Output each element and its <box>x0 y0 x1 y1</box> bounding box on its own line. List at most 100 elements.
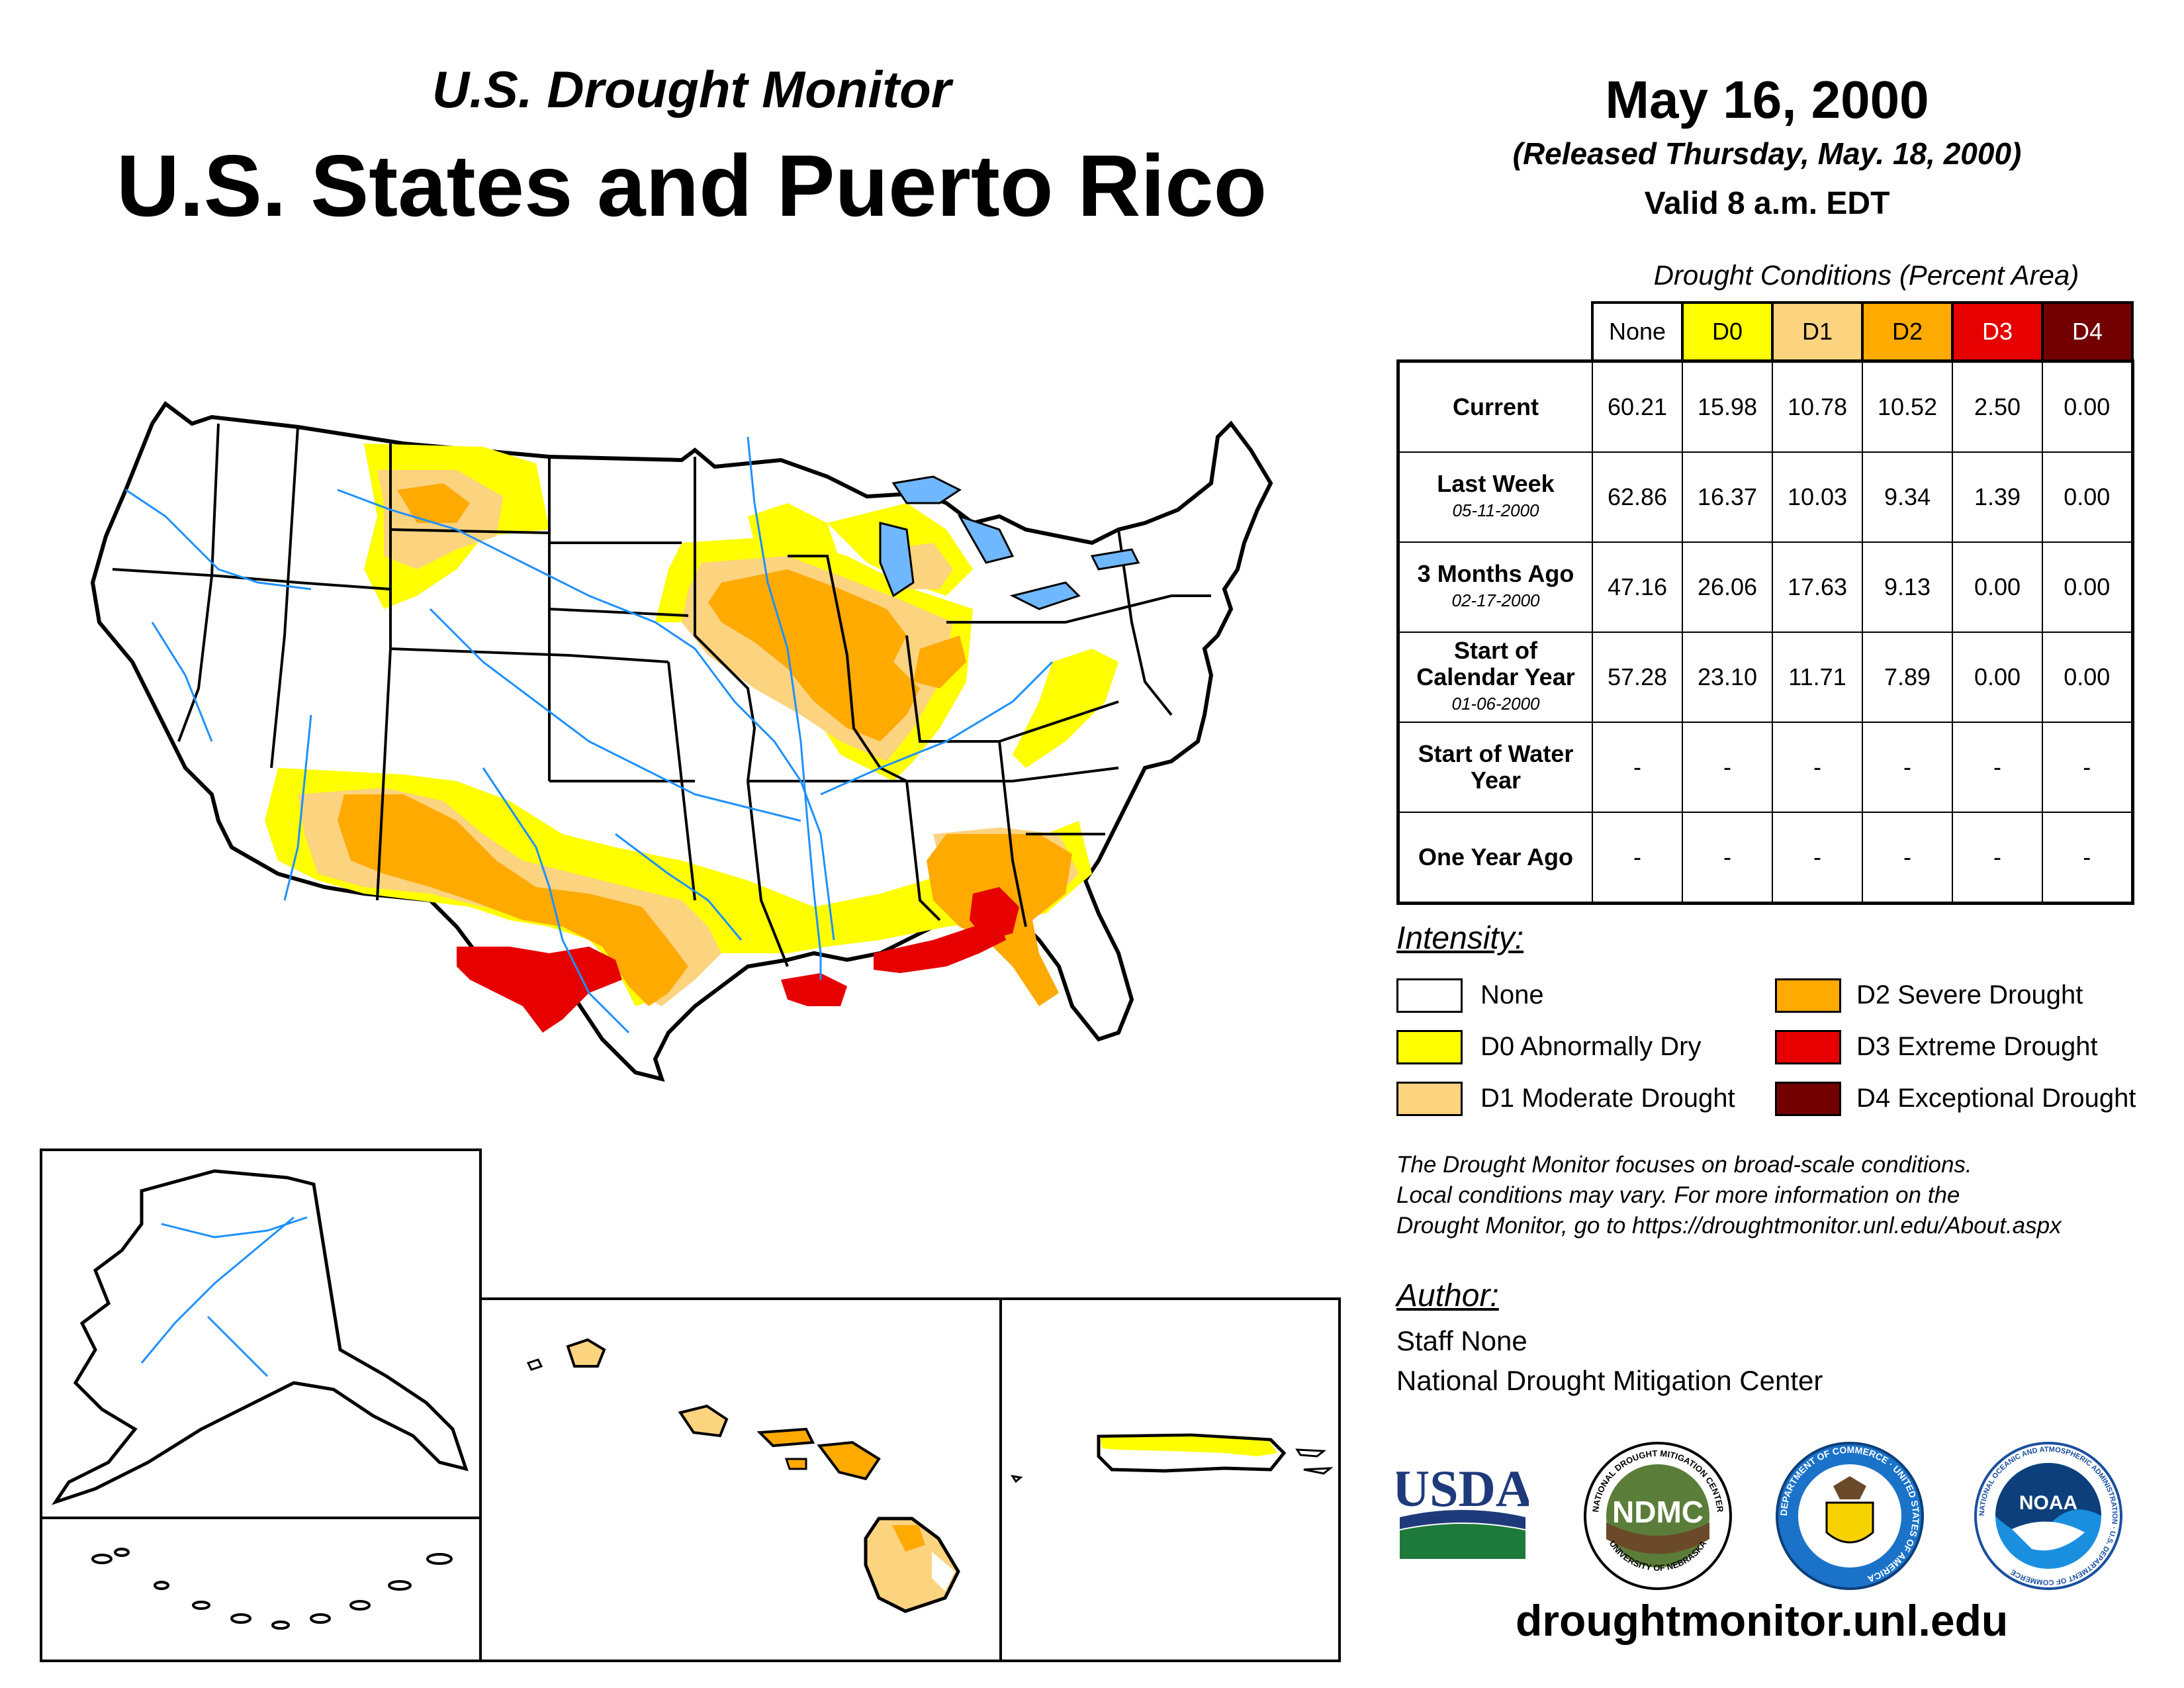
table-cell: - <box>2042 722 2134 812</box>
aleutians-inset <box>40 1517 482 1662</box>
table-row: Start of Calendar Year 01-06-2000 57.28 23.… <box>1396 632 2134 722</box>
row-label: One Year Ago <box>1396 812 1593 905</box>
table-cell: 0.00 <box>1952 541 2043 632</box>
table-cell: 10.03 <box>1772 451 1863 542</box>
valid-time: Valid 8 a.m. EDT <box>1644 186 1890 221</box>
legend-swatch-d1 <box>1396 1082 1463 1116</box>
row-label-text: One Year Ago <box>1418 843 1574 870</box>
table-cell: - <box>1862 812 1953 905</box>
row-label-text: Current <box>1452 393 1539 420</box>
table-cell: - <box>2042 812 2134 905</box>
drought-conditions-table: None D0 D1 D2 D3 D4 Current 60.21 15.98 10.… <box>1396 301 2134 905</box>
state-lines <box>112 423 1211 967</box>
table-cell: 1.39 <box>1952 451 2043 542</box>
table-cell: - <box>1952 812 2043 905</box>
hawaii-inset <box>479 1297 1341 1662</box>
legend-label-d2: D2 Severe Drought <box>1856 980 2083 1009</box>
table-cell: 16.37 <box>1682 451 1773 542</box>
table-cell: 47.16 <box>1592 541 1683 632</box>
table-row: Current 60.21 15.98 10.78 10.52 2.50 0.00 <box>1396 359 2134 452</box>
row-label-text: Start of Water Year <box>1418 740 1574 794</box>
table-row: 3 Months Ago 02-17-2000 47.16 26.06 17.63 9.1… <box>1396 541 2134 632</box>
noaa-logo: NOAA NATIONAL OCEANIC AND ATMOSPHERIC AD… <box>1974 1442 2122 1590</box>
author-name: Staff None <box>1396 1325 1527 1356</box>
d2-areas <box>338 483 1072 1006</box>
row-label: Start of Water Year <box>1396 722 1593 812</box>
author-org: National Drought Mitigation Center <box>1396 1365 1823 1396</box>
alaska-inset <box>40 1149 482 1519</box>
table-cell: 9.13 <box>1862 541 1953 632</box>
table-cell: - <box>1952 722 2043 812</box>
alaska-map <box>51 1169 469 1505</box>
row-date: 05-11-2000 <box>1452 500 1539 520</box>
row-date: 01-06-2000 <box>1451 694 1540 714</box>
row-label-text: Last Week <box>1437 470 1555 497</box>
table-cell: 0.00 <box>1952 632 2043 722</box>
table-cell: 10.78 <box>1772 359 1863 452</box>
row-label-text: Start of Calendar Year <box>1416 637 1575 690</box>
great-lakes <box>879 475 1140 610</box>
note-line-2: Local conditions may vary. For more info… <box>1396 1182 1960 1208</box>
legend-label-d0: D0 Abnormally Dry <box>1480 1032 1702 1061</box>
ndmc-logo-text: NDMC <box>1612 1495 1704 1529</box>
table-cell: 11.71 <box>1772 632 1863 722</box>
col-d4: D4 <box>2041 301 2134 363</box>
note-line-3: Drought Monitor, go to https://droughtmo… <box>1396 1213 2062 1239</box>
inset-divider <box>999 1300 1002 1660</box>
row-label: Start of Calendar Year 01-06-2000 <box>1396 632 1593 722</box>
table-corner <box>1398 303 1592 363</box>
legend-label-d3: D3 Extreme Drought <box>1856 1032 2098 1061</box>
usda-logo-text: USDA <box>1396 1460 1529 1517</box>
table-cell: 2.50 <box>1952 359 2043 452</box>
table-row: Start of Water Year - - - - - - <box>1396 722 2134 812</box>
footer-url[interactable]: droughtmonitor.unl.edu <box>1516 1596 2009 1645</box>
release-date: (Released Thursday, May. 18, 2000) <box>1512 136 2022 171</box>
table-cell: 26.06 <box>1682 541 1773 632</box>
table-cell: 57.28 <box>1592 632 1683 722</box>
table-cell: - <box>1772 722 1863 812</box>
table-cell: 0.00 <box>2042 451 2134 542</box>
col-d1: D1 <box>1771 301 1864 363</box>
note-line-1: The Drought Monitor focuses on broad-sca… <box>1396 1152 1972 1178</box>
table-cell: - <box>1682 812 1773 905</box>
col-d2: D2 <box>1861 301 1954 363</box>
table-cell: - <box>1592 812 1683 905</box>
rivers <box>125 436 1054 1034</box>
noaa-logo-text: NOAA <box>2019 1492 2077 1514</box>
table-cell: 60.21 <box>1592 359 1683 452</box>
legend-label-d4: D4 Exceptional Drought <box>1856 1084 2136 1113</box>
legend-swatch-none <box>1396 978 1463 1013</box>
col-none: None <box>1591 301 1684 363</box>
table-cell: 23.10 <box>1682 632 1773 722</box>
legend-label-none: None <box>1480 980 1544 1009</box>
table-cell: 7.89 <box>1862 632 1953 722</box>
table-cell: - <box>1682 722 1773 812</box>
hawaii-map <box>526 1338 960 1613</box>
puerto-rico-map <box>1010 1433 1334 1483</box>
aleutians-map <box>91 1548 453 1630</box>
table-cell: 15.98 <box>1682 359 1773 452</box>
legend-label-d1: D1 Moderate Drought <box>1480 1084 1735 1113</box>
commerce-logo: DEPARTMENT OF COMMERCE · UNITED STATES O… <box>1776 1442 1924 1590</box>
table-cell: - <box>1772 812 1863 905</box>
legend-swatch-d0 <box>1396 1030 1463 1064</box>
table-cell: 17.63 <box>1772 541 1863 632</box>
table-row: One Year Ago - - - - - - <box>1396 812 2134 905</box>
legend-swatch-d3 <box>1775 1030 1841 1064</box>
legend-swatch-d2 <box>1775 978 1841 1013</box>
table-caption: Drought Conditions (Percent Area) <box>1653 259 2079 291</box>
author-title: Author: <box>1396 1278 1499 1313</box>
legend-title: Intensity: <box>1396 921 1524 956</box>
row-label-text: 3 Months Ago <box>1417 560 1574 587</box>
map-title: U.S. States and Puerto Rico <box>116 137 1267 234</box>
ndmc-logo: NDMC NATIONAL DROUGHT MITIGATION CENTER … <box>1584 1442 1732 1590</box>
col-d0: D0 <box>1681 301 1774 363</box>
table-cell: 0.00 <box>2042 541 2134 632</box>
table-cell: 0.00 <box>2042 632 2134 722</box>
map-date: May 16, 2000 <box>1605 70 1929 129</box>
usda-logo: USDA <box>1396 1460 1529 1559</box>
table-cell: 62.86 <box>1592 451 1683 542</box>
row-label: 3 Months Ago 02-17-2000 <box>1396 541 1593 632</box>
conus-map <box>90 400 1273 1082</box>
map-subtitle: U.S. Drought Monitor <box>432 60 952 118</box>
